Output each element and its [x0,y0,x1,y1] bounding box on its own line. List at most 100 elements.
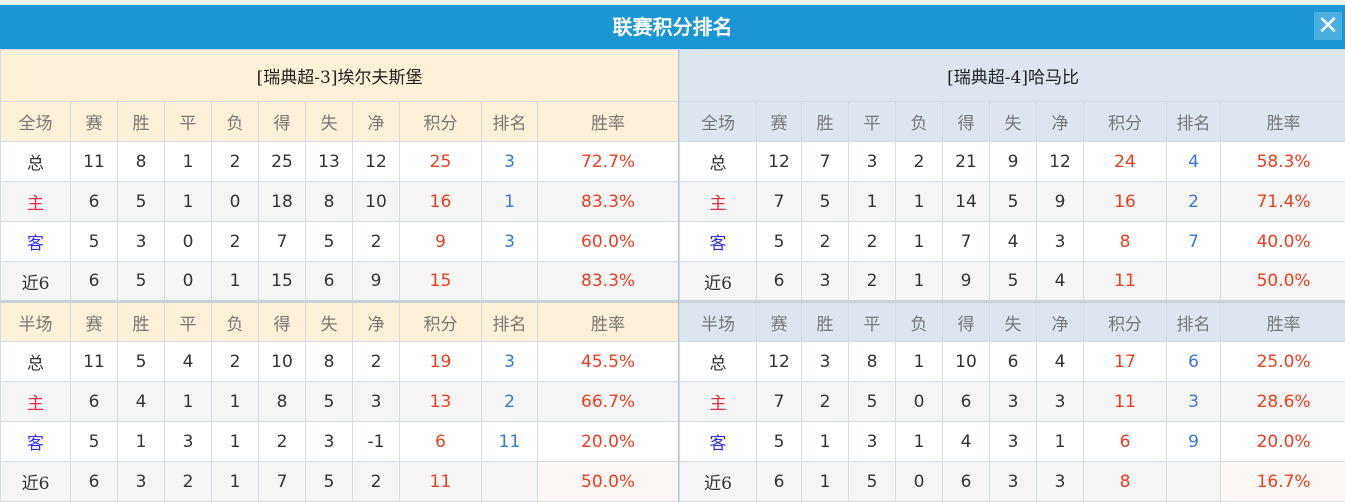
cell-goals-for: 15 [259,262,306,302]
column-header-goal-diff: 净 [353,302,400,342]
cell-points: 9 [400,222,482,262]
column-header-losses: 负 [212,102,259,142]
cell-draws: 0 [165,262,212,302]
column-header-win-rate: 胜率 [538,102,679,142]
cell-points: 11 [400,462,482,502]
cell-win-rate: 83.3% [538,182,679,222]
column-header-wins: 胜 [802,302,849,342]
cell-goal-diff: 3 [1037,382,1084,422]
cell-played: 12 [757,342,802,382]
cell-losses: 1 [896,222,943,262]
team-name: [瑞典超-3]埃尔夫斯堡 [1,50,679,102]
column-header-row-label: 半场 [680,302,757,342]
cell-goal-diff: 3 [353,382,400,422]
cell-points: 11 [1084,262,1167,302]
cell-played: 7 [757,382,802,422]
column-header-goal-diff: 净 [1037,102,1084,142]
cell-rank: 2 [482,382,538,422]
cell-played: 12 [757,142,802,182]
cell-losses: 2 [212,222,259,262]
column-header-goals-against: 失 [990,302,1037,342]
cell-goals-against: 3 [990,382,1037,422]
cell-points: 15 [400,262,482,302]
cell-row-label: 客 [1,422,71,462]
cell-win-rate: 58.3% [1221,142,1345,182]
cell-goal-diff: 12 [1037,142,1084,182]
cell-win-rate: 16.7% [1221,462,1345,502]
cell-row-label: 总 [1,142,71,182]
cell-wins: 5 [118,182,165,222]
dialog-title: 联赛积分排名 [613,15,733,39]
cell-row-label: 客 [680,422,757,462]
cell-points: 19 [400,342,482,382]
cell-wins: 5 [118,342,165,382]
cell-row-label: 主 [1,382,71,422]
column-header-row: 半场赛胜平负得失净积分排名胜率 [680,302,1345,342]
close-x-icon[interactable]: ✕ [1314,12,1342,40]
column-header-row: 全场赛胜平负得失净积分排名胜率 [680,102,1345,142]
cell-rank: 9 [1167,422,1221,462]
column-header-draws: 平 [165,302,212,342]
cell-goals-for: 18 [259,182,306,222]
team-header-row: [瑞典超-4]哈马比 [680,50,1345,102]
cell-row-label: 主 [680,182,757,222]
cell-goals-against: 9 [990,142,1037,182]
cell-played: 5 [71,422,118,462]
column-header-row-label: 半场 [1,302,71,342]
cell-losses: 1 [896,262,943,302]
cell-row-label: 总 [680,142,757,182]
column-header-row-label: 全场 [680,102,757,142]
cell-rank [482,462,538,502]
column-header-row: 半场赛胜平负得失净积分排名胜率 [1,302,679,342]
cell-losses: 1 [896,342,943,382]
cell-win-rate: 83.3% [538,262,679,302]
cell-rank: 3 [482,222,538,262]
cell-points: 8 [1084,222,1167,262]
cell-draws: 2 [849,262,896,302]
cell-rank [1167,462,1221,502]
column-header-rank: 排名 [1167,102,1221,142]
cell-draws: 4 [165,342,212,382]
column-header-played: 赛 [71,302,118,342]
cell-goals-against: 5 [306,222,353,262]
cell-losses: 2 [212,142,259,182]
cell-wins: 3 [118,462,165,502]
cell-row-label: 主 [1,182,71,222]
cell-goals-for: 2 [259,422,306,462]
cell-row-label: 近6 [680,262,757,302]
team-name: [瑞典超-4]哈马比 [680,50,1345,102]
column-header-points: 积分 [1084,302,1167,342]
column-header-goals-for: 得 [259,102,306,142]
cell-win-rate: 25.0% [1221,342,1345,382]
column-header-goal-diff: 净 [353,102,400,142]
cell-row-label: 主 [680,382,757,422]
cell-goals-for: 8 [259,382,306,422]
cell-draws: 0 [165,222,212,262]
cell-rank: 1 [482,182,538,222]
cell-win-rate: 50.0% [1221,262,1345,302]
cell-draws: 3 [849,142,896,182]
column-header-goals-for: 得 [943,102,990,142]
column-header-points: 积分 [400,302,482,342]
team-header-row: [瑞典超-3]埃尔夫斯堡 [1,50,679,102]
column-header-goals-for: 得 [943,302,990,342]
cell-played: 6 [71,182,118,222]
column-header-rank: 排名 [482,302,538,342]
cell-losses: 2 [212,342,259,382]
cell-points: 13 [400,382,482,422]
cell-wins: 2 [802,222,849,262]
column-header-goals-against: 失 [306,102,353,142]
cell-goals-against: 5 [306,382,353,422]
column-header-draws: 平 [849,102,896,142]
column-header-wins: 胜 [118,102,165,142]
cell-draws: 1 [165,382,212,422]
cell-played: 5 [71,222,118,262]
cell-goal-diff: 3 [1037,462,1084,502]
standings-title-bar: 联赛积分排名 ✕ [0,5,1345,49]
cell-draws: 1 [165,182,212,222]
cell-goals-against: 3 [990,422,1037,462]
